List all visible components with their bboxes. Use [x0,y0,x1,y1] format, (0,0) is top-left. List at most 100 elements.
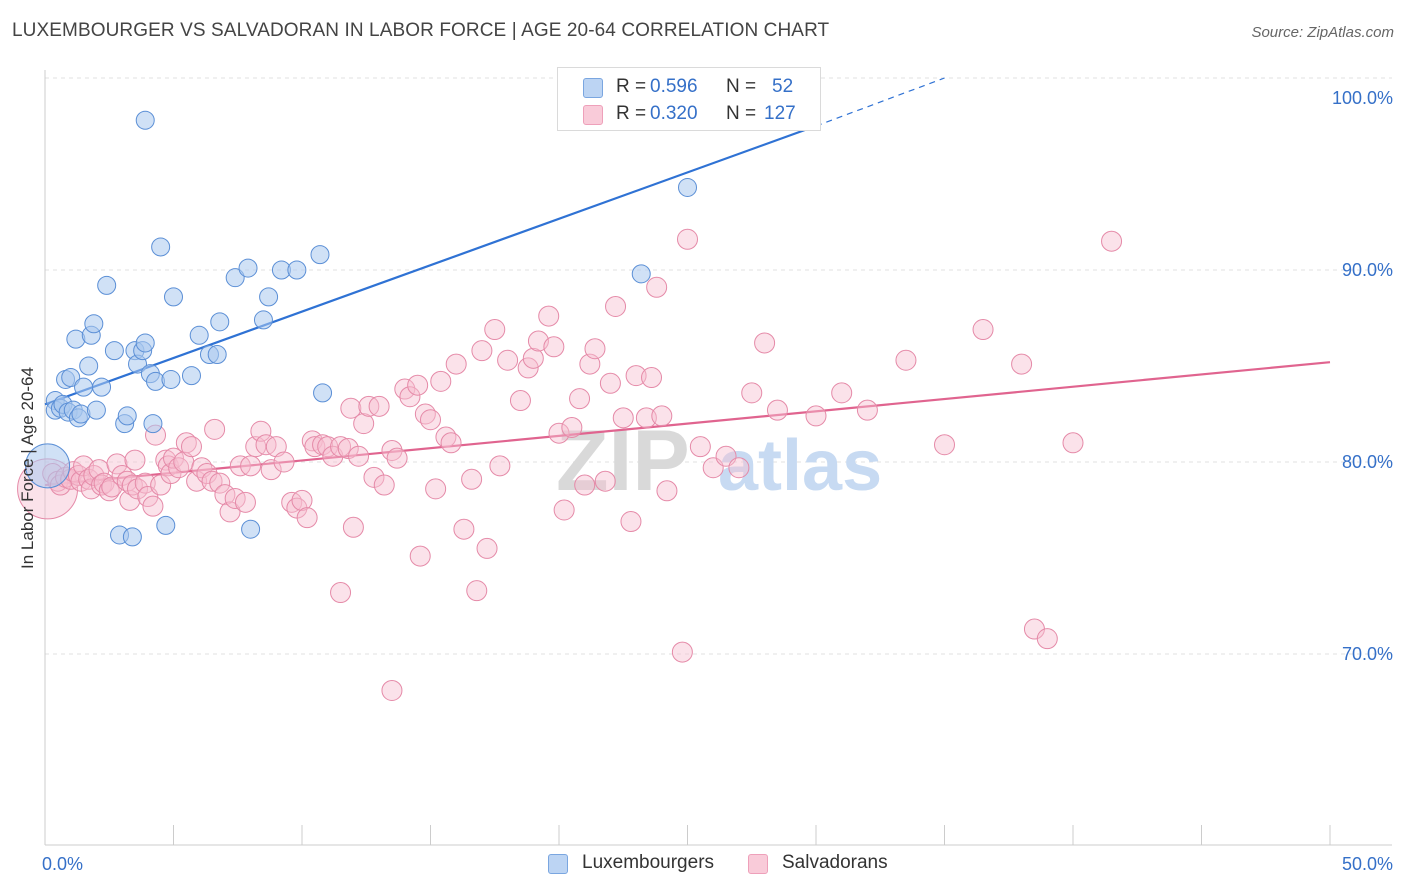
salvadoran-point [934,434,955,456]
luxembourger-point [117,406,137,426]
luxembourger-point [92,377,112,397]
y-tick-label: 90.0% [1342,260,1393,280]
luxembourger-point [310,245,330,265]
luxembourger-point [135,110,155,130]
legend-n-value: 127 [764,103,796,124]
salvadoran-point [407,374,429,396]
salvadoran-point [856,399,878,421]
salvadoran-point [348,445,370,467]
luxembourger-point [253,310,273,330]
watermark-atlas: atlas [718,426,882,506]
salvadoran-point [766,399,788,421]
luxembourger-point [631,264,651,284]
salvadoran-point [273,451,295,473]
luxembourger-point [74,377,94,397]
salvadoran-point [569,388,591,410]
y-tick-label: 80.0% [1342,452,1393,472]
luxembourger-point [104,341,124,361]
legend-row-salvadorans: R = 0.320 N = 127 [558,101,820,129]
salvadoran-point [728,457,750,479]
bottom-legend-swatch-pink [748,854,768,874]
salvadoran-point [353,413,375,435]
salvadoran-point [337,438,359,460]
salvadoran-point [517,357,539,379]
salvadorans-trend-line [44,361,1331,487]
salvadoran-point [386,447,408,469]
salvadoran-point [317,436,339,458]
salvadoran-point [466,580,488,602]
salvadoran-point [646,276,668,298]
salvadoran-point [620,511,642,533]
salvadoran-point [599,372,621,394]
salvadoran-point [260,459,282,481]
luxembourger-point [259,287,279,307]
salvadoran-point [689,436,711,458]
luxembourger-point [61,368,81,388]
legend-swatch-blue [583,78,603,98]
luxembourger-point [86,400,106,420]
luxembourger-point [225,268,245,288]
y-axis-label: In Labor Force | Age 20-64 [18,367,37,569]
salvadoran-point [625,365,647,387]
legend: R = 0.596 N = 52 R = 0.320 N = 127 [557,67,821,131]
luxembourger-point [210,312,230,332]
salvadoran-point [635,407,657,429]
y-tick-label: 100.0% [1332,88,1393,108]
legend-r-value: 0.596 [650,76,698,97]
salvadoran-point [584,338,606,360]
luxembourger-point [161,369,181,389]
salvadoran-point [497,349,519,371]
legend-swatch-pink [583,105,603,125]
salvadoran-point [972,319,994,341]
salvadoran-point [70,470,92,492]
salvadorans-points [17,228,1123,701]
salvadoran-point [340,397,362,419]
salvadoran-point [453,518,475,540]
luxembourger-point [164,287,183,307]
salvadoran-point [330,436,352,458]
salvadoran-point [574,474,596,496]
salvadoran-point [594,470,616,492]
salvadoran-point [119,489,141,511]
salvadoran-point [1011,353,1033,375]
salvadoran-point [538,305,560,327]
legend-n-value: 52 [772,76,794,97]
luxembourgers-trend-line [44,124,817,406]
salvadoran-point [484,319,506,341]
salvadoran-point [677,228,698,250]
chart-title: LUXEMBOURGER VS SALVADORAN IN LABOR FORC… [12,20,830,41]
salvadoran-point [754,332,776,354]
x-tick-labels: 0.0% 50.0% [42,854,1393,874]
salvadoran-point [304,436,326,458]
luxembourger-point [207,344,227,364]
salvadoran-point [553,499,575,521]
salvadoran-point [368,395,390,417]
salvadoran-point [291,489,313,511]
salvadoran-point [656,480,678,502]
salvadoran-point [201,470,223,492]
luxembourger-point [238,258,258,278]
salvadoran-point [250,420,272,442]
salvadoran-point [180,436,202,458]
luxembourger-point [678,177,697,197]
salvadoran-point [489,455,511,477]
salvadoran-point [543,336,565,358]
salvadoran-point [420,409,441,431]
salvadoran-point [561,416,583,438]
y-tick-labels: 70.0% 80.0% 90.0% 100.0% [1332,88,1393,664]
salvadoran-point [124,449,146,471]
luxembourgers-trend-extension [815,77,945,127]
luxembourger-point [287,260,307,280]
x-tick-label: 0.0% [42,854,83,874]
legend-r-label: R = [616,103,647,124]
salvadoran-point [98,480,120,502]
legend-r-value: 0.320 [650,103,698,124]
luxembourger-point [143,414,163,434]
gridlines [45,77,1392,655]
salvadoran-point [399,386,421,408]
bottom-legend-label: Salvadorans [782,852,888,873]
luxembourger-point [84,314,104,334]
luxembourger-point [79,356,99,376]
salvadoran-point [805,405,827,427]
